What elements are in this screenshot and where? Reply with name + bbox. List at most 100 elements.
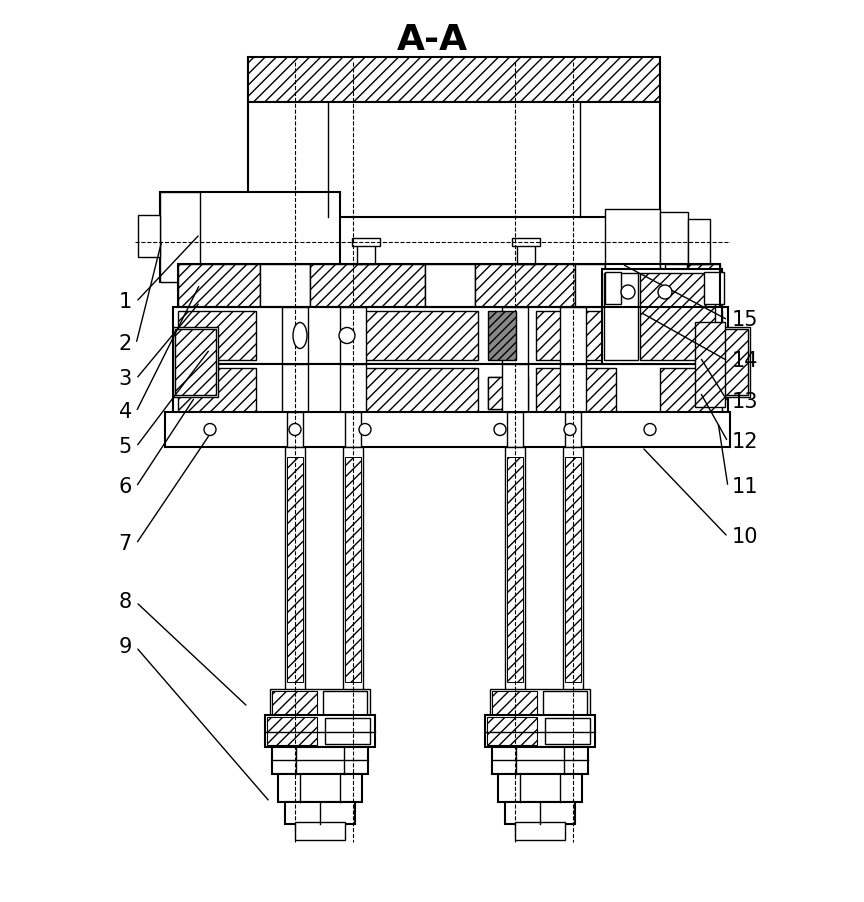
Bar	[282, 307, 308, 364]
Bar	[545, 718, 590, 744]
Ellipse shape	[293, 323, 307, 348]
Bar	[173, 364, 728, 417]
Bar	[285, 447, 305, 692]
Bar	[492, 747, 588, 774]
Text: 12: 12	[732, 432, 759, 452]
Bar	[498, 774, 582, 802]
Bar	[605, 264, 720, 307]
Bar	[536, 311, 616, 360]
Bar	[707, 329, 748, 395]
Bar	[165, 412, 730, 447]
Text: 6: 6	[118, 477, 132, 497]
Bar	[505, 447, 525, 692]
Bar	[248, 102, 660, 217]
Bar	[602, 269, 722, 364]
Bar	[345, 457, 361, 682]
Text: 7: 7	[118, 534, 132, 554]
Bar	[705, 327, 750, 397]
Bar	[507, 457, 523, 682]
Circle shape	[204, 424, 216, 436]
Bar	[565, 457, 581, 682]
Bar	[620, 311, 665, 360]
Bar	[505, 802, 575, 824]
Bar	[282, 364, 308, 417]
Bar	[695, 322, 725, 407]
Bar	[604, 273, 638, 360]
Bar	[502, 364, 528, 417]
Bar	[178, 264, 720, 307]
Bar	[560, 307, 586, 364]
Circle shape	[494, 424, 506, 436]
Bar	[272, 691, 317, 715]
Bar	[704, 272, 724, 304]
Bar	[507, 412, 523, 447]
Bar	[178, 264, 260, 307]
Text: 8: 8	[119, 592, 132, 612]
Bar	[287, 412, 303, 447]
Bar	[488, 377, 528, 409]
Bar	[563, 447, 583, 692]
Text: 13: 13	[732, 392, 759, 412]
Text: 15: 15	[732, 310, 759, 330]
Bar	[688, 219, 710, 264]
Bar	[575, 264, 605, 307]
Bar	[560, 364, 586, 417]
Bar	[173, 327, 218, 397]
Bar	[270, 689, 370, 717]
Bar	[565, 412, 581, 447]
Bar	[287, 457, 303, 682]
Bar	[175, 329, 216, 395]
Bar	[272, 747, 368, 774]
Bar	[325, 718, 370, 744]
Bar	[265, 715, 375, 747]
Bar	[278, 774, 362, 802]
Bar	[363, 311, 478, 360]
Bar	[665, 264, 687, 284]
Bar	[660, 311, 722, 360]
Text: 9: 9	[118, 637, 132, 657]
Bar	[310, 264, 425, 307]
Bar	[536, 368, 616, 413]
Text: 4: 4	[118, 402, 132, 422]
Circle shape	[564, 424, 576, 436]
Bar	[343, 447, 363, 692]
Bar	[605, 209, 660, 284]
Bar	[178, 311, 256, 360]
Bar	[475, 264, 575, 307]
Bar	[138, 215, 160, 257]
Text: 11: 11	[732, 477, 759, 497]
Bar	[352, 238, 380, 246]
Bar	[160, 192, 200, 282]
Text: A-A: A-A	[397, 23, 467, 57]
Circle shape	[359, 424, 371, 436]
Bar	[492, 691, 537, 715]
Bar	[295, 822, 345, 840]
Bar	[260, 264, 310, 307]
Bar	[485, 715, 595, 747]
Circle shape	[621, 285, 635, 299]
Text: 14: 14	[732, 351, 759, 371]
Bar	[267, 717, 317, 745]
Bar	[490, 689, 590, 717]
Bar	[248, 57, 660, 102]
Bar	[488, 311, 516, 360]
Circle shape	[289, 424, 301, 436]
Bar	[345, 412, 361, 447]
Text: 10: 10	[732, 527, 759, 547]
Circle shape	[658, 285, 672, 299]
Bar	[488, 377, 510, 409]
Bar	[160, 192, 340, 282]
Bar	[487, 717, 537, 745]
Bar	[323, 691, 367, 715]
Bar	[543, 691, 587, 715]
Bar	[340, 307, 366, 364]
Text: 2: 2	[118, 334, 132, 354]
Circle shape	[339, 327, 355, 344]
Bar	[285, 802, 355, 824]
Bar	[660, 368, 722, 413]
Bar	[363, 368, 478, 413]
Bar	[640, 273, 715, 360]
Text: 3: 3	[118, 369, 132, 389]
Bar	[515, 822, 565, 840]
Bar	[178, 368, 256, 413]
